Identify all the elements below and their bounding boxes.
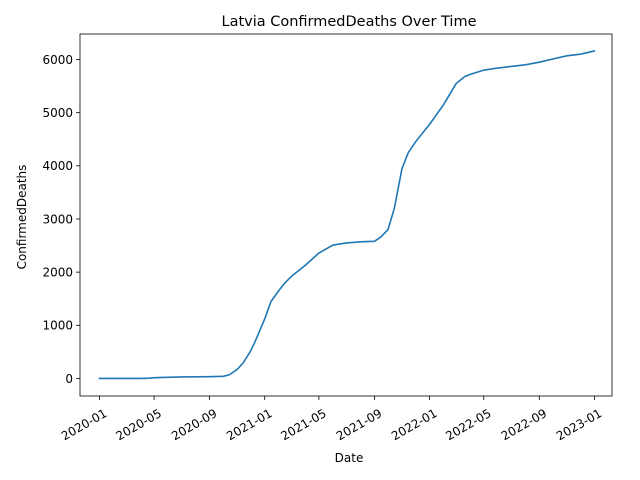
x-tick-label-2: 2020-09 (169, 406, 219, 443)
x-tick-label-6: 2022-01 (389, 406, 439, 443)
y-tick-label-1: 1000 (42, 319, 73, 333)
x-tick-label-4: 2021-05 (278, 406, 328, 443)
x-tick-label-5: 2021-09 (334, 406, 384, 443)
y-tick-label-0: 0 (65, 372, 73, 386)
x-tick-label-3: 2021-01 (224, 406, 274, 443)
axes-frame (79, 33, 613, 397)
x-tick-label-7: 2022-05 (443, 406, 493, 443)
y-axis-title: ConfirmedDeaths (15, 165, 29, 270)
x-tick-label-8: 2022-09 (499, 406, 549, 443)
y-tick-label-6: 6000 (42, 53, 73, 67)
y-tick-label-4: 4000 (42, 159, 73, 173)
y-tick-label-5: 5000 (42, 106, 73, 120)
y-tick-label-2: 2000 (42, 265, 73, 279)
x-tick-label-1: 2020-05 (114, 406, 164, 443)
series-line-0 (98, 50, 596, 380)
x-tick-label-9: 2023-01 (554, 406, 604, 443)
x-axis-title: Date (335, 451, 364, 465)
y-tick-label-3: 3000 (42, 212, 73, 226)
x-tick-label-0: 2020-01 (59, 406, 109, 443)
chart-title: Latvia ConfirmedDeaths Over Time (221, 14, 476, 30)
